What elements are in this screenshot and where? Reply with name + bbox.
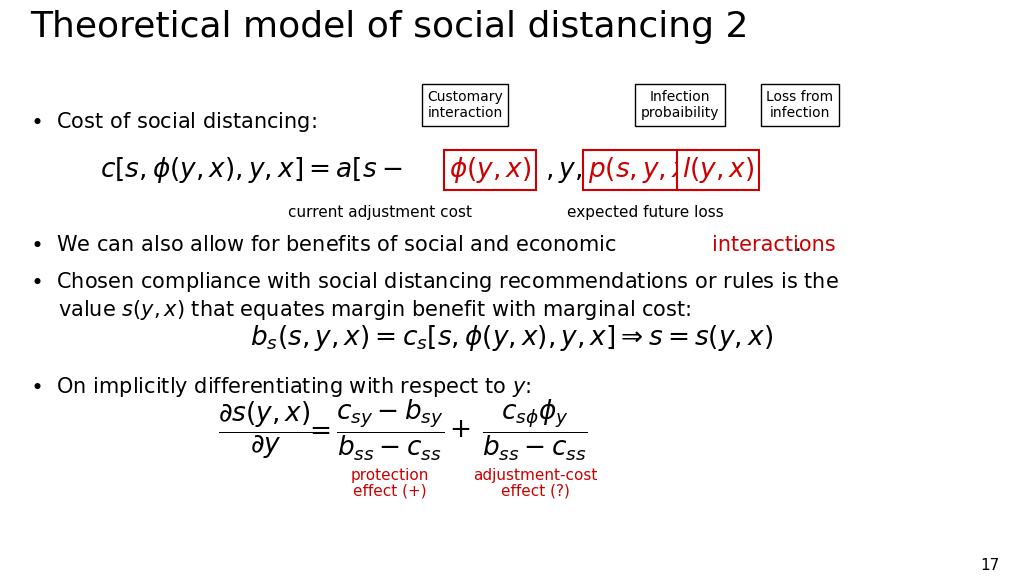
Text: Customary
interaction: Customary interaction	[427, 90, 503, 120]
Text: $=$: $=$	[304, 417, 330, 443]
Text: current adjustment cost: current adjustment cost	[288, 205, 472, 220]
Text: adjustment-cost: adjustment-cost	[473, 468, 597, 483]
Text: $\bullet$  We can also allow for benefits of social and economic: $\bullet$ We can also allow for benefits…	[30, 235, 618, 255]
Text: $\bullet$  Cost of social distancing:: $\bullet$ Cost of social distancing:	[30, 110, 316, 134]
Text: $l(y,x)$: $l(y,x)$	[682, 155, 755, 185]
Text: $\dfrac{c_{s\phi}\phi_y}{b_{ss}-c_{ss}}$: $\dfrac{c_{s\phi}\phi_y}{b_{ss}-c_{ss}}$	[482, 397, 588, 463]
Text: $\dfrac{c_{sy}-b_{sy}}{b_{ss}-c_{ss}}$: $\dfrac{c_{sy}-b_{sy}}{b_{ss}-c_{ss}}$	[336, 397, 444, 463]
Text: Theoretical model of social distancing 2: Theoretical model of social distancing 2	[30, 10, 749, 44]
Text: value $s(y,x)$ that equates margin benefit with marginal cost:: value $s(y,x)$ that equates margin benef…	[58, 298, 691, 322]
Text: .: .	[795, 235, 802, 255]
Text: interactions: interactions	[712, 235, 836, 255]
Text: expected future loss: expected future loss	[566, 205, 723, 220]
Text: 17: 17	[981, 558, 1000, 573]
Text: $p(s,y,x)$: $p(s,y,x)$	[589, 155, 697, 185]
Text: $b_s(s,y,x) = c_s[s,\phi(y,x),y,x] \Rightarrow s = s(y,x)$: $b_s(s,y,x) = c_s[s,\phi(y,x),y,x] \Righ…	[251, 323, 773, 353]
Text: $+$: $+$	[450, 417, 471, 443]
Text: $\phi(y,x)$: $\phi(y,x)$	[449, 155, 531, 185]
Text: Infection
probaibility: Infection probaibility	[641, 90, 719, 120]
Text: $\bullet$  On implicitly differentiating with respect to $y$:: $\bullet$ On implicitly differentiating …	[30, 375, 531, 399]
Text: Loss from
infection: Loss from infection	[766, 90, 834, 120]
Text: $\dfrac{\partial s(y,x)}{\partial y}$: $\dfrac{\partial s(y,x)}{\partial y}$	[218, 399, 312, 461]
Text: effect (+): effect (+)	[353, 483, 427, 498]
Text: protection: protection	[351, 468, 429, 483]
Text: $\bullet$  Chosen compliance with social distancing recommendations or rules is : $\bullet$ Chosen compliance with social …	[30, 270, 839, 294]
Text: $,y,x]+$: $,y,x]+$	[545, 155, 640, 185]
Text: effect (?): effect (?)	[501, 483, 569, 498]
Text: $c[s,\phi(y,x),y,x] = a[s-$: $c[s,\phi(y,x),y,x] = a[s-$	[100, 155, 402, 185]
